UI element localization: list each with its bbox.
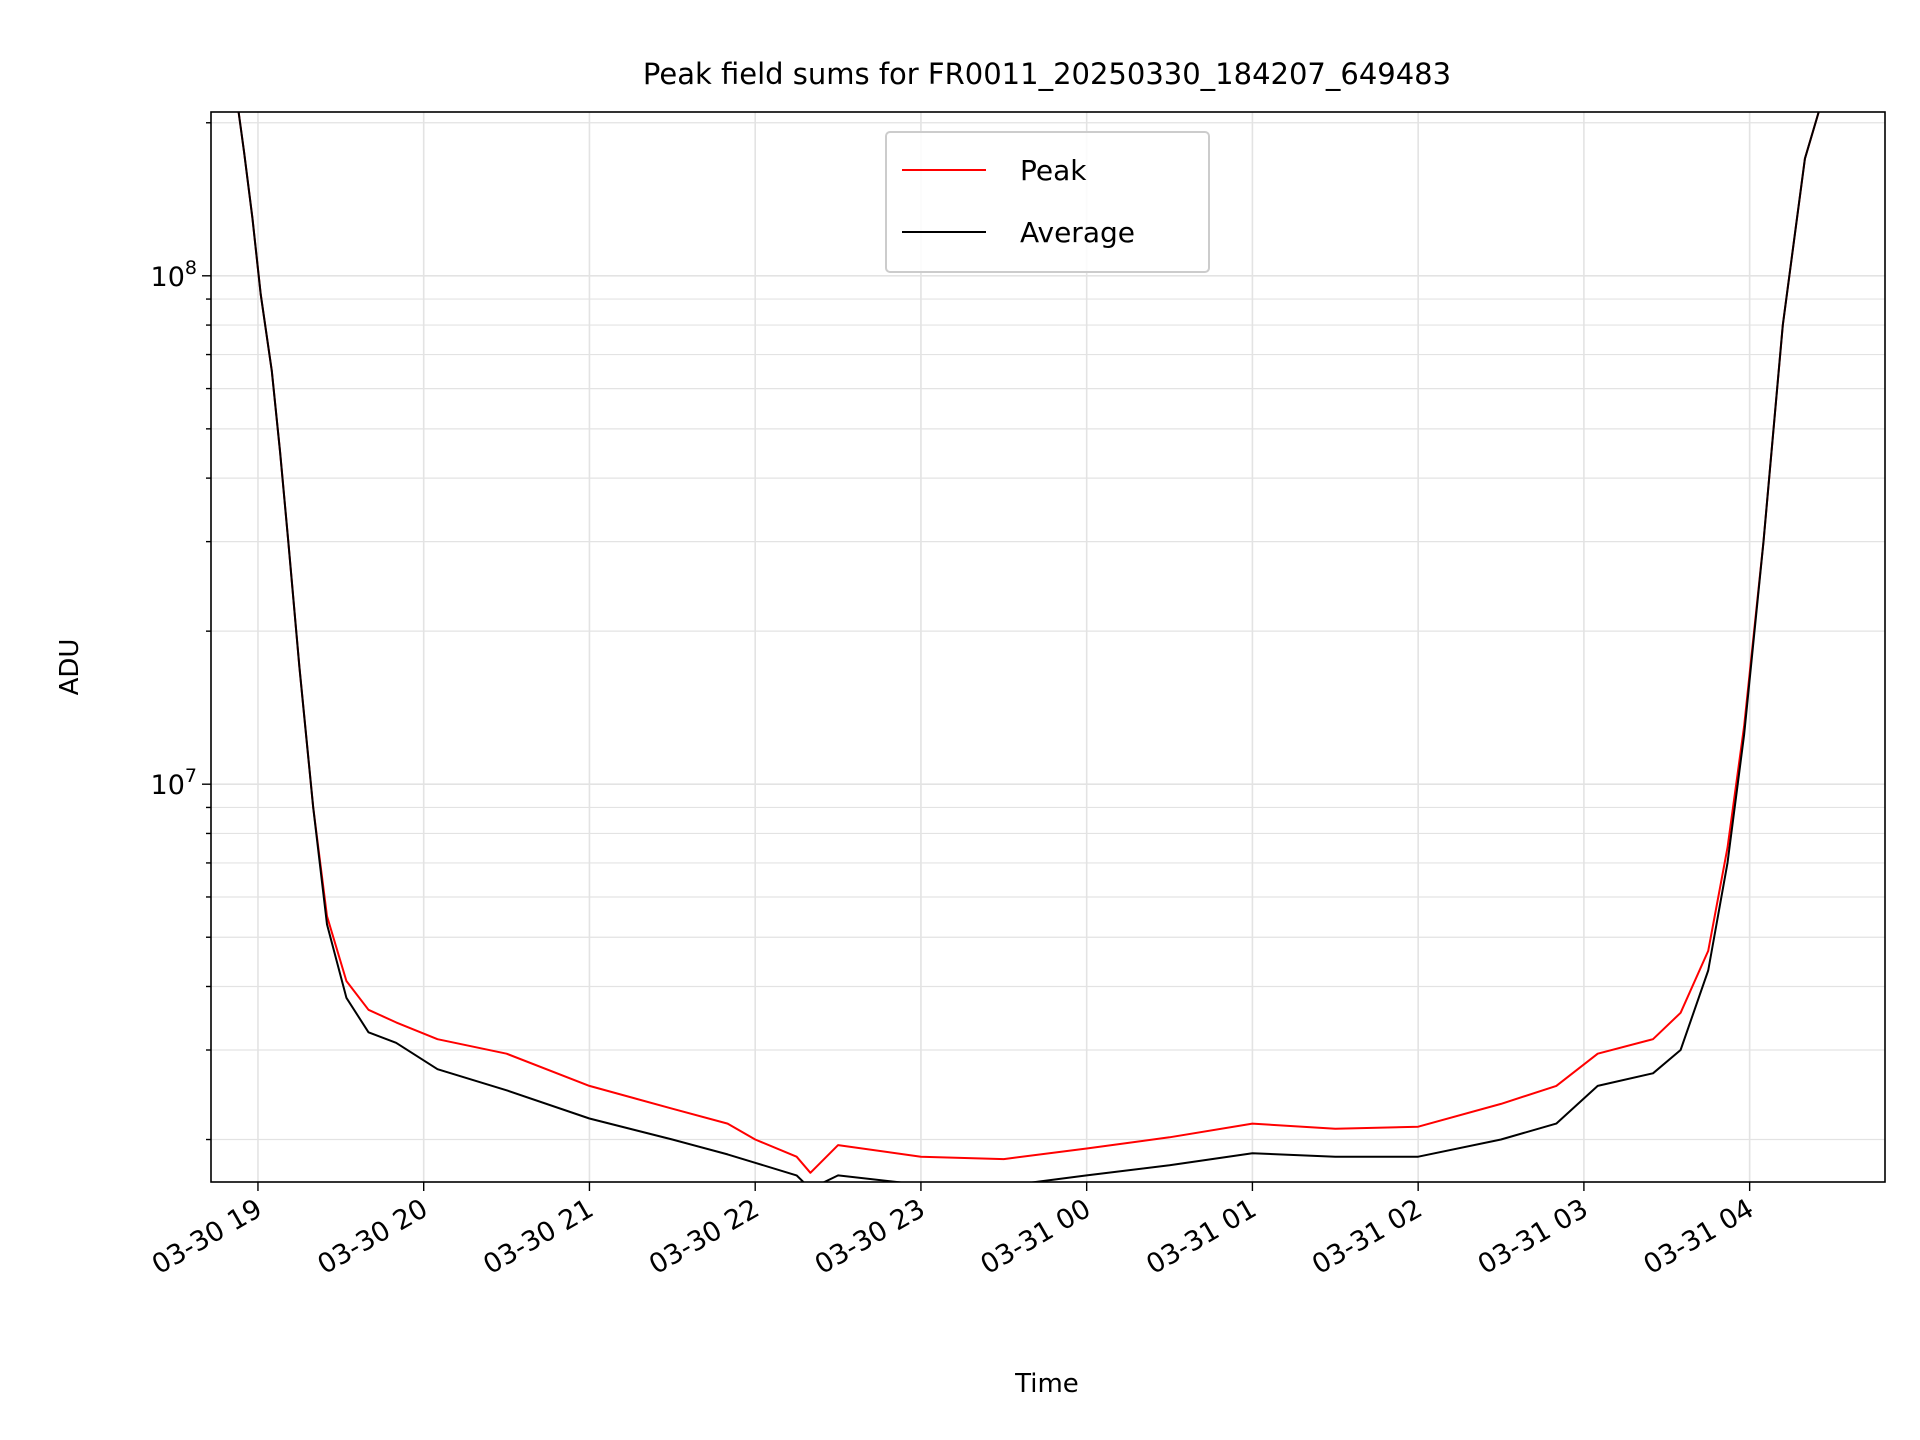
x-axis-label: Time (1014, 1369, 1079, 1399)
series-line-average (237, 112, 1820, 1182)
legend: Peak Average (885, 131, 1210, 273)
legend-label: Peak (1020, 154, 1087, 187)
series-layer (237, 112, 1820, 1182)
chart-title: Peak field sums for FR0011_20250330_1842… (643, 57, 1451, 91)
y-tick-label: 107 (151, 765, 197, 801)
legend-label: Average (1020, 216, 1135, 249)
grid (211, 112, 1885, 1182)
y-axis-label: ADU (55, 639, 85, 696)
legend-box (885, 131, 1210, 273)
plot-frame (210, 111, 1886, 1183)
y-tick-label: 108 (151, 257, 197, 293)
